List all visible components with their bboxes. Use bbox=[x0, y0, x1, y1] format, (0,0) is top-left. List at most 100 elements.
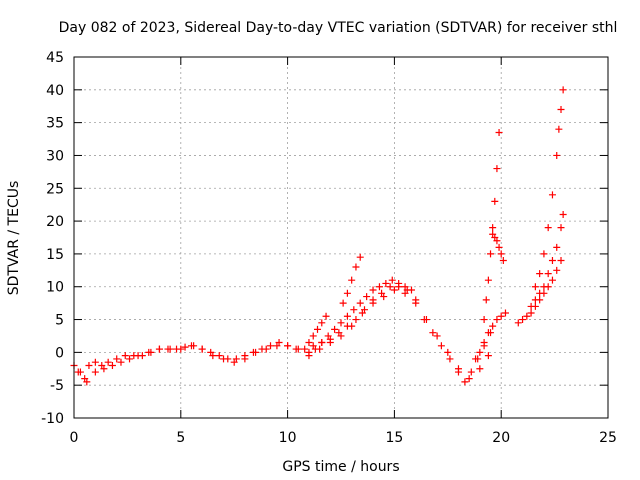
y-tick-label: 45 bbox=[46, 50, 64, 66]
data-series bbox=[480, 128, 503, 324]
data-point bbox=[83, 378, 91, 386]
data-point bbox=[145, 348, 153, 356]
x-tick-label: 10 bbox=[279, 430, 297, 446]
data-series bbox=[74, 286, 492, 386]
data-point bbox=[495, 243, 503, 251]
y-tick-label: 40 bbox=[46, 83, 64, 99]
data-point bbox=[324, 332, 332, 340]
data-point bbox=[388, 276, 396, 284]
data-point bbox=[557, 106, 565, 114]
data-point bbox=[352, 316, 360, 324]
data-point bbox=[181, 343, 189, 351]
data-point bbox=[499, 256, 507, 264]
data-point bbox=[262, 345, 270, 353]
data-point bbox=[339, 299, 347, 307]
data-point bbox=[484, 329, 492, 337]
data-point bbox=[553, 243, 561, 251]
x-tick-label: 20 bbox=[492, 430, 510, 446]
data-point bbox=[461, 378, 469, 386]
y-tick-label: -5 bbox=[50, 378, 64, 394]
data-point bbox=[177, 345, 185, 353]
x-tick-labels: 0 5 10 15 20 25 bbox=[70, 430, 617, 446]
data-point bbox=[348, 276, 356, 284]
data-point bbox=[433, 332, 441, 340]
data-point bbox=[493, 237, 501, 245]
data-point bbox=[358, 309, 366, 317]
data-point bbox=[401, 289, 409, 297]
data-point bbox=[343, 289, 351, 297]
data-point bbox=[305, 339, 313, 347]
data-point bbox=[326, 339, 334, 347]
x-tick-label: 0 bbox=[70, 430, 79, 446]
plot-frame bbox=[73, 56, 609, 419]
data-point bbox=[108, 361, 116, 369]
data-point bbox=[273, 342, 281, 350]
data-point bbox=[352, 263, 360, 271]
data-point bbox=[198, 345, 206, 353]
data-point bbox=[536, 296, 544, 304]
data-point bbox=[267, 342, 275, 350]
y-tick-labels: -10 -5 0 5 10 15 20 25 30 35 40 45 bbox=[41, 50, 64, 427]
data-point bbox=[91, 368, 99, 376]
data-point bbox=[480, 316, 488, 324]
data-point bbox=[437, 342, 445, 350]
data-point bbox=[489, 322, 497, 330]
y-tick-label: 15 bbox=[46, 247, 64, 263]
data-point bbox=[476, 348, 484, 356]
data-point bbox=[91, 358, 99, 366]
data-point bbox=[117, 358, 125, 366]
data-point bbox=[540, 250, 548, 258]
data-point bbox=[301, 345, 309, 353]
data-point bbox=[134, 352, 142, 360]
data-point bbox=[495, 128, 503, 136]
data-point bbox=[369, 286, 377, 294]
axis-ticks bbox=[73, 56, 609, 419]
data-point bbox=[548, 191, 556, 199]
data-point bbox=[467, 368, 475, 376]
y-axis-label: SDTVAR / TECUs bbox=[6, 181, 22, 296]
data-point bbox=[155, 345, 163, 353]
data-point bbox=[382, 279, 390, 287]
x-tick-label: 25 bbox=[599, 430, 617, 446]
data-point bbox=[322, 312, 330, 320]
data-point bbox=[501, 309, 509, 317]
data-point bbox=[343, 312, 351, 320]
data-point bbox=[121, 352, 129, 360]
data-point bbox=[497, 312, 505, 320]
data-point bbox=[553, 266, 561, 274]
data-point bbox=[407, 286, 415, 294]
data-point bbox=[484, 352, 492, 360]
data-point bbox=[540, 289, 548, 297]
data-series bbox=[514, 256, 565, 327]
data-point bbox=[220, 355, 228, 363]
data-point bbox=[401, 283, 409, 291]
x-axis-label: GPS time / hours bbox=[282, 459, 399, 475]
x-tick-label: 5 bbox=[176, 430, 185, 446]
data-point bbox=[548, 276, 556, 284]
data-point bbox=[395, 279, 403, 287]
chart-title: Day 082 of 2023, Sidereal Day-to-day VTE… bbox=[59, 20, 618, 36]
data-point bbox=[493, 165, 501, 173]
data-point bbox=[100, 365, 108, 373]
data-point bbox=[74, 368, 82, 376]
data-point bbox=[536, 270, 544, 278]
data-point bbox=[241, 355, 249, 363]
data-point bbox=[348, 322, 356, 330]
data-point bbox=[126, 355, 134, 363]
data-point bbox=[553, 151, 561, 159]
data-point bbox=[454, 365, 462, 373]
data-point bbox=[380, 293, 388, 301]
data-point bbox=[544, 283, 552, 291]
data-point bbox=[331, 325, 339, 333]
data-point bbox=[311, 345, 319, 353]
data-series bbox=[305, 276, 415, 360]
data-point bbox=[559, 86, 567, 94]
data-point bbox=[356, 299, 364, 307]
x-tick-label: 15 bbox=[385, 430, 403, 446]
data-point bbox=[519, 316, 527, 324]
data-point bbox=[514, 319, 522, 327]
data-point bbox=[209, 352, 217, 360]
data-point bbox=[484, 276, 492, 284]
y-tick-label: 25 bbox=[46, 181, 64, 197]
data-point bbox=[555, 125, 563, 133]
